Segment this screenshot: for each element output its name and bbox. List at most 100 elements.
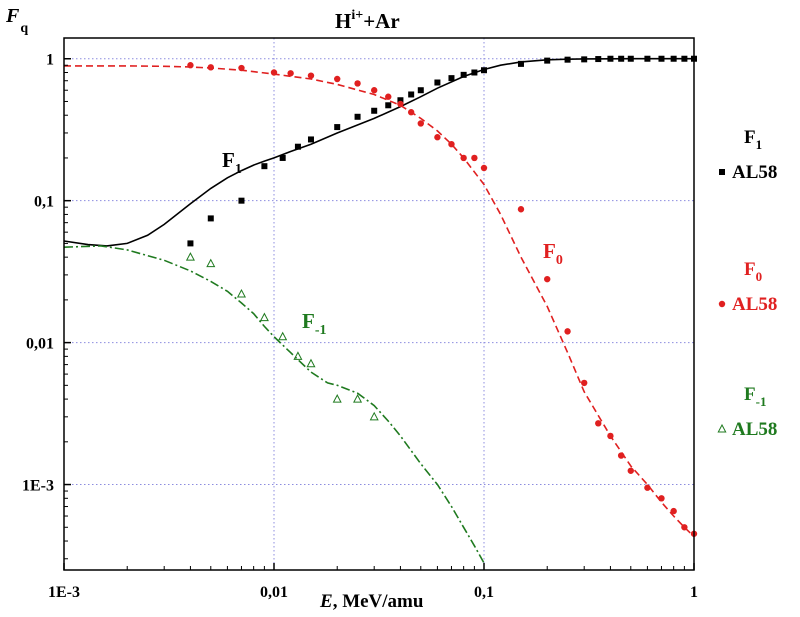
data-point-F1 bbox=[658, 55, 665, 62]
data-point-F0 bbox=[397, 100, 404, 108]
legend-sample-label: AL58 bbox=[732, 162, 777, 183]
data-point-F0 bbox=[417, 120, 424, 127]
data-point-F0 bbox=[580, 379, 588, 387]
data-point-F0 bbox=[334, 75, 341, 83]
curve-F0 bbox=[64, 65, 695, 538]
legend-series-name: F0 bbox=[744, 259, 762, 284]
data-point-F0 bbox=[607, 432, 614, 440]
data-point-F1 bbox=[417, 87, 424, 94]
data-point-F-1 bbox=[278, 331, 288, 341]
data-point-F-1 bbox=[332, 394, 342, 403]
x-tick-label: 0,01 bbox=[260, 584, 288, 601]
x-tick-label: 0,1 bbox=[474, 584, 494, 601]
data-point-F1 bbox=[397, 97, 404, 104]
data-point-F1 bbox=[618, 55, 625, 62]
data-point-F0 bbox=[238, 64, 245, 72]
curve-label-F-1: F-1 bbox=[302, 309, 327, 338]
data-point-F1 bbox=[448, 75, 455, 82]
x-axis-label: E, MeV/amu bbox=[319, 591, 424, 612]
data-point-F0 bbox=[471, 154, 478, 162]
data-point-F1 bbox=[354, 113, 361, 120]
data-point-F1 bbox=[294, 143, 301, 150]
data-point-F1 bbox=[627, 55, 634, 62]
data-point-F-1 bbox=[353, 394, 363, 403]
legend-marker-F1 bbox=[719, 169, 725, 175]
data-point-F0 bbox=[644, 484, 651, 491]
data-point-F0 bbox=[670, 507, 677, 515]
curve-label-F1: F1 bbox=[222, 148, 242, 177]
data-point-F1 bbox=[681, 55, 688, 62]
data-point-F0 bbox=[517, 206, 525, 213]
data-point-F1 bbox=[644, 55, 651, 62]
data-point-F0 bbox=[595, 420, 602, 427]
x-tick-label: 1 bbox=[690, 584, 698, 601]
y-tick-label: 0,01 bbox=[26, 336, 54, 353]
axes: 1E-3 0,01 0,1 1 1 0,1 0,01 1E-3 bbox=[22, 52, 698, 601]
legend-series-name: F1 bbox=[744, 127, 762, 152]
curve-label-F0: F0 bbox=[543, 239, 563, 268]
data-point-F1 bbox=[581, 56, 588, 63]
data-markers bbox=[185, 55, 698, 537]
data-point-F-1 bbox=[206, 258, 216, 268]
data-point-F1 bbox=[471, 69, 478, 76]
data-point-F1 bbox=[408, 91, 415, 98]
data-point-F1 bbox=[564, 56, 571, 63]
data-point-F1 bbox=[261, 163, 268, 170]
data-point-F0 bbox=[354, 80, 361, 87]
grid-lines bbox=[64, 38, 694, 570]
data-point-F0 bbox=[681, 524, 688, 531]
legend-sample-label: AL58 bbox=[732, 419, 777, 440]
data-point-F-1 bbox=[185, 252, 195, 261]
x-tick-label: 1E-3 bbox=[48, 584, 80, 601]
data-point-F0 bbox=[658, 495, 665, 502]
legend-marker-F0 bbox=[718, 300, 726, 308]
chart-title: Hi++Ar bbox=[335, 8, 400, 33]
data-point-F0 bbox=[270, 69, 278, 76]
data-point-F-1 bbox=[259, 312, 269, 322]
data-point-F0 bbox=[564, 328, 571, 335]
legend-sample-label: AL58 bbox=[732, 294, 777, 315]
data-point-F1 bbox=[371, 107, 378, 114]
data-point-F0 bbox=[370, 87, 378, 94]
data-point-F0 bbox=[617, 452, 625, 459]
data-point-F-1 bbox=[306, 358, 316, 368]
data-point-F0 bbox=[287, 70, 294, 77]
data-point-F1 bbox=[517, 60, 524, 67]
legend: F1 AL58 F0 AL58 F-1 AL58 bbox=[717, 127, 777, 440]
data-point-F1 bbox=[481, 67, 487, 74]
curve-F-1 bbox=[63, 245, 485, 564]
legend-marker-F-1 bbox=[717, 423, 727, 433]
data-point-F1 bbox=[334, 124, 341, 131]
data-point-F1 bbox=[385, 102, 392, 109]
data-point-F0 bbox=[407, 109, 415, 116]
data-point-F-1 bbox=[293, 351, 303, 360]
data-point-F0 bbox=[434, 134, 441, 141]
data-point-F0 bbox=[187, 62, 194, 69]
data-point-F0 bbox=[385, 93, 392, 100]
data-point-F0 bbox=[544, 275, 551, 283]
data-point-F0 bbox=[627, 467, 634, 474]
data-point-F1 bbox=[460, 71, 467, 78]
data-point-F1 bbox=[238, 197, 245, 204]
curve-labels: F1 F0 F-1 bbox=[222, 148, 563, 338]
plot-frame bbox=[63, 37, 695, 571]
data-point-F1 bbox=[279, 154, 286, 161]
y-axis-label: Fq bbox=[5, 5, 28, 36]
data-point-F1 bbox=[670, 55, 677, 62]
data-point-F1 bbox=[607, 55, 614, 62]
data-point-F0 bbox=[480, 164, 488, 172]
data-point-F1 bbox=[207, 215, 214, 222]
y-tick-label: 0,1 bbox=[34, 194, 54, 211]
data-point-F0 bbox=[448, 140, 455, 148]
data-point-F0 bbox=[207, 64, 214, 71]
data-point-F-1 bbox=[236, 288, 247, 298]
legend-series-name: F-1 bbox=[744, 384, 766, 409]
y-tick-label: 1E-3 bbox=[22, 478, 54, 495]
data-point-F1 bbox=[544, 57, 551, 64]
data-point-F1 bbox=[187, 240, 194, 247]
data-point-F1 bbox=[434, 79, 441, 86]
data-point-F0 bbox=[460, 154, 467, 162]
data-point-F1 bbox=[595, 56, 602, 63]
curve-F1 bbox=[63, 57, 694, 247]
